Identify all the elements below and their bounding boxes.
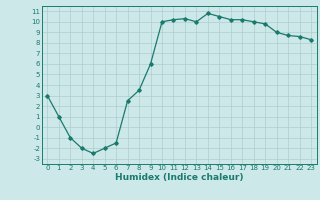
X-axis label: Humidex (Indice chaleur): Humidex (Indice chaleur)	[115, 173, 244, 182]
